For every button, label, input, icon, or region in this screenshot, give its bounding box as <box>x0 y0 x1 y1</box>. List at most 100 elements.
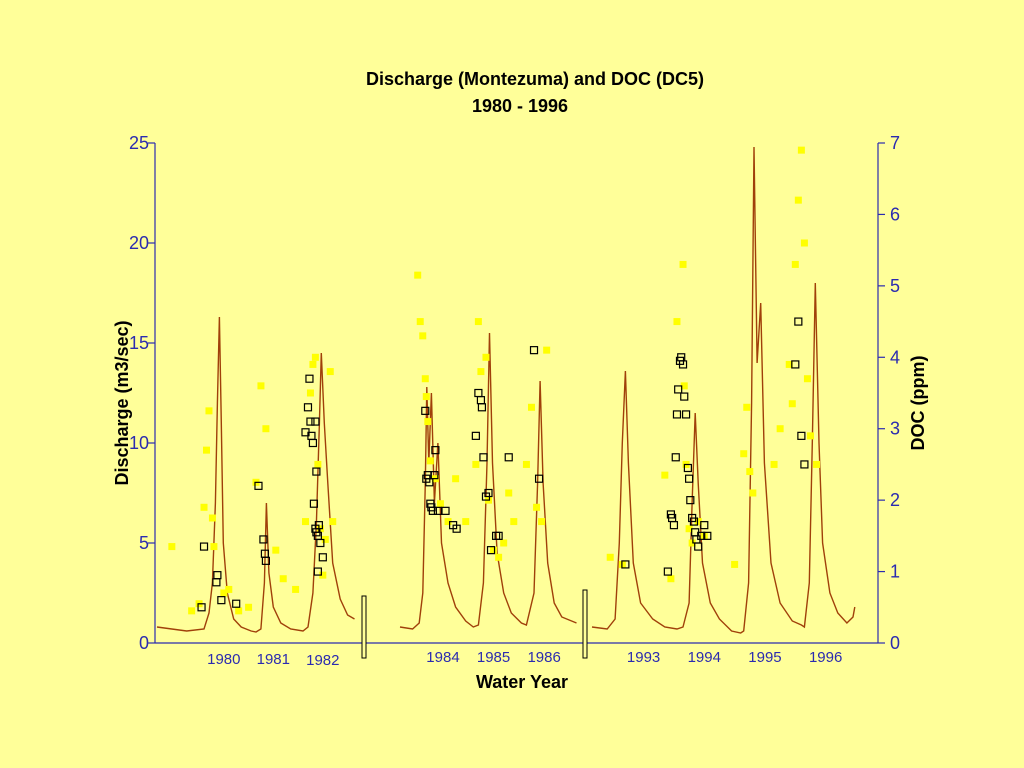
doc-yellow-marker <box>794 196 802 204</box>
doc-box-marker <box>671 453 680 462</box>
doc-yellow-marker <box>673 318 681 326</box>
doc-box-marker <box>797 431 806 440</box>
doc-yellow-marker <box>422 393 430 401</box>
doc-yellow-marker <box>416 318 424 326</box>
x-year-label: 1985 <box>477 649 510 666</box>
doc-box-marker <box>681 410 691 419</box>
x-year-label: 1984 <box>426 649 459 666</box>
doc-yellow-marker <box>740 450 748 458</box>
doc-box-marker <box>669 521 679 530</box>
doc-yellow-marker <box>803 375 811 383</box>
doc-box-marker <box>700 521 709 530</box>
doc-yellow-marker <box>245 603 253 611</box>
doc-yellow-marker <box>321 535 329 543</box>
doc-box-marker <box>685 474 694 483</box>
doc-yellow-marker <box>527 403 535 411</box>
doc-yellow-marker <box>419 332 427 340</box>
x-year-label: 1980 <box>207 651 240 668</box>
doc-box-marker <box>311 417 320 426</box>
doc-yellow-marker <box>421 375 429 383</box>
doc-yellow-marker <box>749 489 757 497</box>
doc-yellow-marker <box>679 260 687 268</box>
doc-yellow-marker <box>262 425 270 433</box>
doc-box-marker <box>431 446 440 455</box>
doc-yellow-marker <box>806 432 814 440</box>
doc-yellow-marker <box>685 525 693 533</box>
doc-box-marker <box>232 599 241 608</box>
y2-tick-label: 3 <box>890 419 900 439</box>
doc-yellow-marker <box>797 146 805 154</box>
doc-box-marker <box>430 471 439 480</box>
doc-yellow-marker <box>292 585 300 593</box>
doc-yellow-marker <box>436 500 444 508</box>
doc-box-marker <box>452 524 461 533</box>
axis-break-marker <box>361 595 367 659</box>
chart-subtitle: 1980 - 1996 <box>472 96 568 116</box>
doc-yellow-marker <box>302 518 309 526</box>
doc-box-marker <box>703 531 712 540</box>
doc-yellow-marker <box>770 460 778 468</box>
doc-box-marker <box>484 488 493 498</box>
axis-break-marker <box>582 589 588 659</box>
doc-box-marker <box>529 346 539 355</box>
doc-yellow-marker <box>444 518 452 526</box>
doc-yellow-marker <box>329 518 337 526</box>
y-tick-label: 0 <box>139 633 149 653</box>
doc-yellow-marker <box>203 446 210 454</box>
doc-yellow-marker <box>220 589 228 597</box>
doc-yellow-marker <box>279 575 287 583</box>
y-tick-label: 5 <box>139 533 149 553</box>
doc-box-marker <box>212 578 221 587</box>
doc-yellow-marker <box>538 518 546 526</box>
doc-box-marker <box>197 603 206 612</box>
x-axis-title: Water Year <box>476 672 568 692</box>
doc-box-marker <box>314 521 323 530</box>
doc-yellow-marker <box>522 460 530 468</box>
x-year-label: 1996 <box>809 649 842 666</box>
doc-box-marker <box>309 499 319 508</box>
doc-box-marker <box>254 481 263 490</box>
y2-tick-label: 5 <box>890 276 900 296</box>
doc-box-marker <box>306 417 315 426</box>
doc-box-marker <box>312 467 321 476</box>
doc-box-marker <box>217 596 226 605</box>
doc-box-marker <box>794 317 803 326</box>
doc-yellow-marker <box>314 460 322 468</box>
doc-yellow-marker <box>477 368 485 376</box>
doc-yellow-marker <box>533 503 541 511</box>
doc-yellow-marker <box>311 353 319 361</box>
x-year-label: 1994 <box>688 649 721 666</box>
doc-box-marker <box>318 553 327 562</box>
doc-box-marker <box>663 567 672 576</box>
x-year-label: 1982 <box>306 652 339 669</box>
doc-yellow-marker <box>474 318 482 326</box>
doc-yellow-marker <box>326 368 334 376</box>
doc-box-marker <box>259 535 268 544</box>
doc-yellow-marker <box>188 607 196 615</box>
doc-box-marker <box>308 438 318 448</box>
doc-box-marker <box>694 542 703 551</box>
doc-yellow-marker <box>309 360 317 368</box>
doc-yellow-marker <box>606 553 614 561</box>
doc-box-marker <box>305 374 314 383</box>
doc-yellow-marker <box>500 539 508 547</box>
doc-yellow-marker <box>272 546 280 554</box>
doc-yellow-marker <box>414 271 422 279</box>
doc-yellow-marker <box>210 543 218 551</box>
y2-tick-label: 2 <box>890 490 900 510</box>
doc-box-marker <box>680 392 689 401</box>
doc-box-marker <box>683 463 692 473</box>
y2-tick-label: 1 <box>890 562 900 582</box>
doc-box-marker <box>213 571 222 580</box>
discharge-line <box>156 316 355 633</box>
doc-box-marker <box>534 474 544 483</box>
doc-yellow-marker <box>235 607 243 615</box>
doc-yellow-marker <box>788 400 796 408</box>
doc-yellow-marker <box>495 553 503 561</box>
doc-box-marker <box>428 506 437 515</box>
doc-yellow-marker <box>462 518 470 526</box>
doc-box-marker <box>678 360 688 369</box>
doc-yellow-marker <box>306 389 314 397</box>
doc-box-marker <box>474 388 483 398</box>
